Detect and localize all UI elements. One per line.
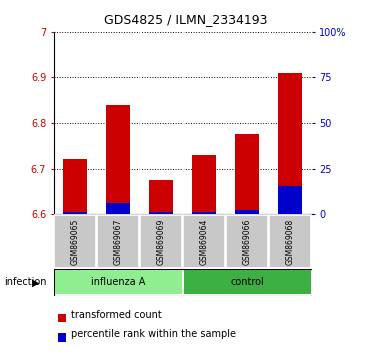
FancyBboxPatch shape	[183, 215, 225, 268]
FancyBboxPatch shape	[98, 215, 139, 268]
Bar	[278, 186, 302, 214]
Text: infection: infection	[4, 278, 46, 287]
Bar	[193, 212, 216, 214]
Bar	[106, 203, 130, 214]
Text: GSM869066: GSM869066	[243, 218, 252, 265]
Bar	[58, 333, 66, 342]
FancyBboxPatch shape	[55, 270, 182, 294]
Text: percentile rank within the sample: percentile rank within the sample	[71, 329, 236, 339]
Text: GSM869068: GSM869068	[286, 218, 295, 265]
FancyBboxPatch shape	[226, 215, 268, 268]
Bar	[63, 212, 87, 214]
Text: GSM869065: GSM869065	[71, 218, 80, 265]
Bar	[278, 73, 302, 214]
Text: influenza A: influenza A	[91, 277, 145, 287]
Bar	[235, 210, 259, 214]
Text: transformed count: transformed count	[71, 310, 162, 320]
Bar	[150, 180, 173, 214]
Bar	[235, 135, 259, 214]
FancyBboxPatch shape	[184, 270, 311, 294]
Text: control: control	[230, 277, 264, 287]
Text: GSM869064: GSM869064	[200, 218, 209, 265]
FancyBboxPatch shape	[54, 269, 312, 296]
FancyBboxPatch shape	[140, 215, 182, 268]
Bar	[58, 314, 66, 322]
Bar	[193, 155, 216, 214]
Bar	[150, 212, 173, 214]
Text: GDS4825 / ILMN_2334193: GDS4825 / ILMN_2334193	[104, 13, 267, 26]
FancyBboxPatch shape	[269, 215, 311, 268]
Text: ▶: ▶	[32, 278, 39, 287]
Text: GSM869067: GSM869067	[114, 218, 123, 265]
Text: GSM869069: GSM869069	[157, 218, 166, 265]
Bar	[106, 105, 130, 214]
Bar	[63, 160, 87, 214]
FancyBboxPatch shape	[55, 215, 96, 268]
